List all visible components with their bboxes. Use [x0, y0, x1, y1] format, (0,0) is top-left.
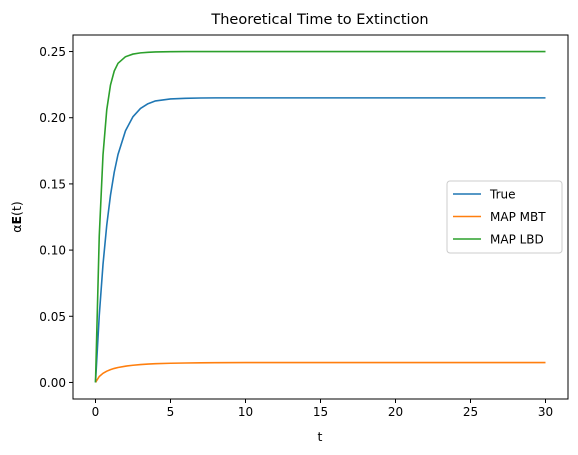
chart-title: Theoretical Time to Extinction [210, 12, 428, 28]
y-tick-label: 0.25 [39, 45, 66, 59]
y-tick-label: 0.00 [39, 376, 66, 390]
y-axis-ticks: 0.00 0.05 0.10 0.15 0.20 0.25 [39, 45, 73, 390]
y-axis-label-suffix: (t) [9, 201, 24, 216]
series-line-0 [94, 97, 546, 383]
x-tick-label: 5 [167, 405, 175, 419]
x-axis-label: t [318, 429, 323, 444]
x-tick-label: 30 [538, 405, 553, 419]
y-axis-label-bold: E [9, 216, 24, 225]
y-tick-label: 0.10 [39, 244, 66, 258]
legend-label-2: MAP LBD [490, 233, 544, 247]
legend-label-1: MAP MBT [490, 210, 546, 224]
x-tick-label: 15 [313, 405, 328, 419]
legend-label-0: True [489, 188, 516, 202]
x-tick-label: 10 [238, 405, 253, 419]
x-tick-label: 25 [463, 405, 478, 419]
y-tick-label: 0.15 [39, 177, 66, 191]
y-axis-label-prefix: α [9, 224, 24, 232]
legend-box [446, 180, 563, 254]
y-axis-label: αE(t) [9, 201, 24, 232]
plot-series [94, 50, 546, 383]
x-tick-label: 0 [92, 405, 100, 419]
series-line-1 [94, 361, 546, 383]
x-axis-ticks: 0 5 10 15 20 25 30 [92, 399, 553, 419]
series-line-2 [94, 50, 546, 383]
y-tick-label: 0.20 [39, 111, 66, 125]
legend: True MAP MBT MAP LBD [446, 180, 563, 254]
y-tick-label: 0.05 [39, 310, 66, 324]
x-tick-label: 20 [388, 405, 403, 419]
